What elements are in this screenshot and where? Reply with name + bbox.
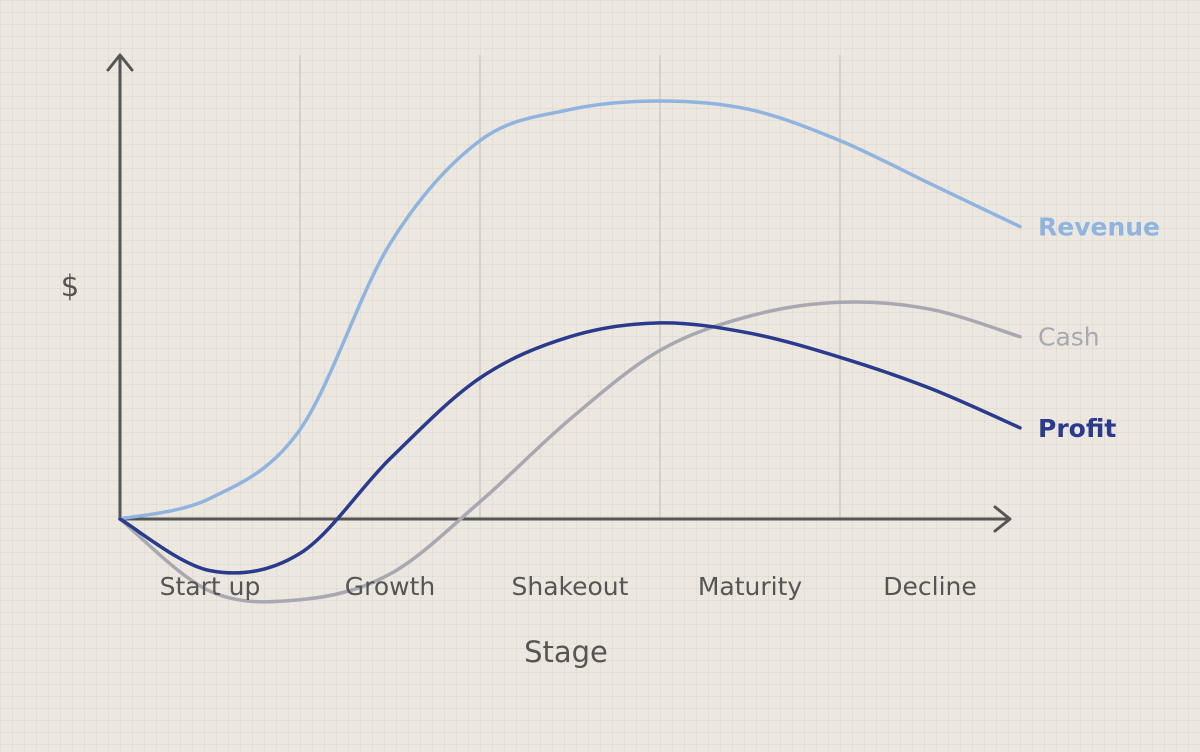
series-line-revenue	[118, 99, 1022, 521]
x-axis-arrowhead	[993, 505, 1012, 533]
x-axis-label: Stage	[524, 635, 608, 669]
series-line-profit	[118, 321, 1022, 575]
y-axis-label: $	[61, 269, 79, 303]
x-tick-label-start-up: Start up	[160, 572, 261, 601]
axes	[106, 53, 1012, 533]
x-tick-labels: Start up Growth Shakeout Maturity Decline	[160, 572, 977, 601]
series-label-cash: Cash	[1038, 323, 1100, 352]
series-label-revenue: Revenue	[1038, 213, 1160, 242]
series-line-cash	[118, 300, 1022, 604]
series-label-profit: Profit	[1038, 414, 1116, 443]
x-tick-label-growth: Growth	[345, 572, 436, 601]
stage-dividers	[299, 55, 841, 519]
series-lines	[118, 99, 1022, 604]
x-tick-label-maturity: Maturity	[698, 572, 803, 601]
x-tick-label-decline: Decline	[883, 572, 977, 601]
x-tick-label-shakeout: Shakeout	[512, 572, 629, 601]
y-axis-arrowhead	[106, 53, 134, 72]
series-labels: Revenue Cash Profit	[1038, 213, 1160, 443]
